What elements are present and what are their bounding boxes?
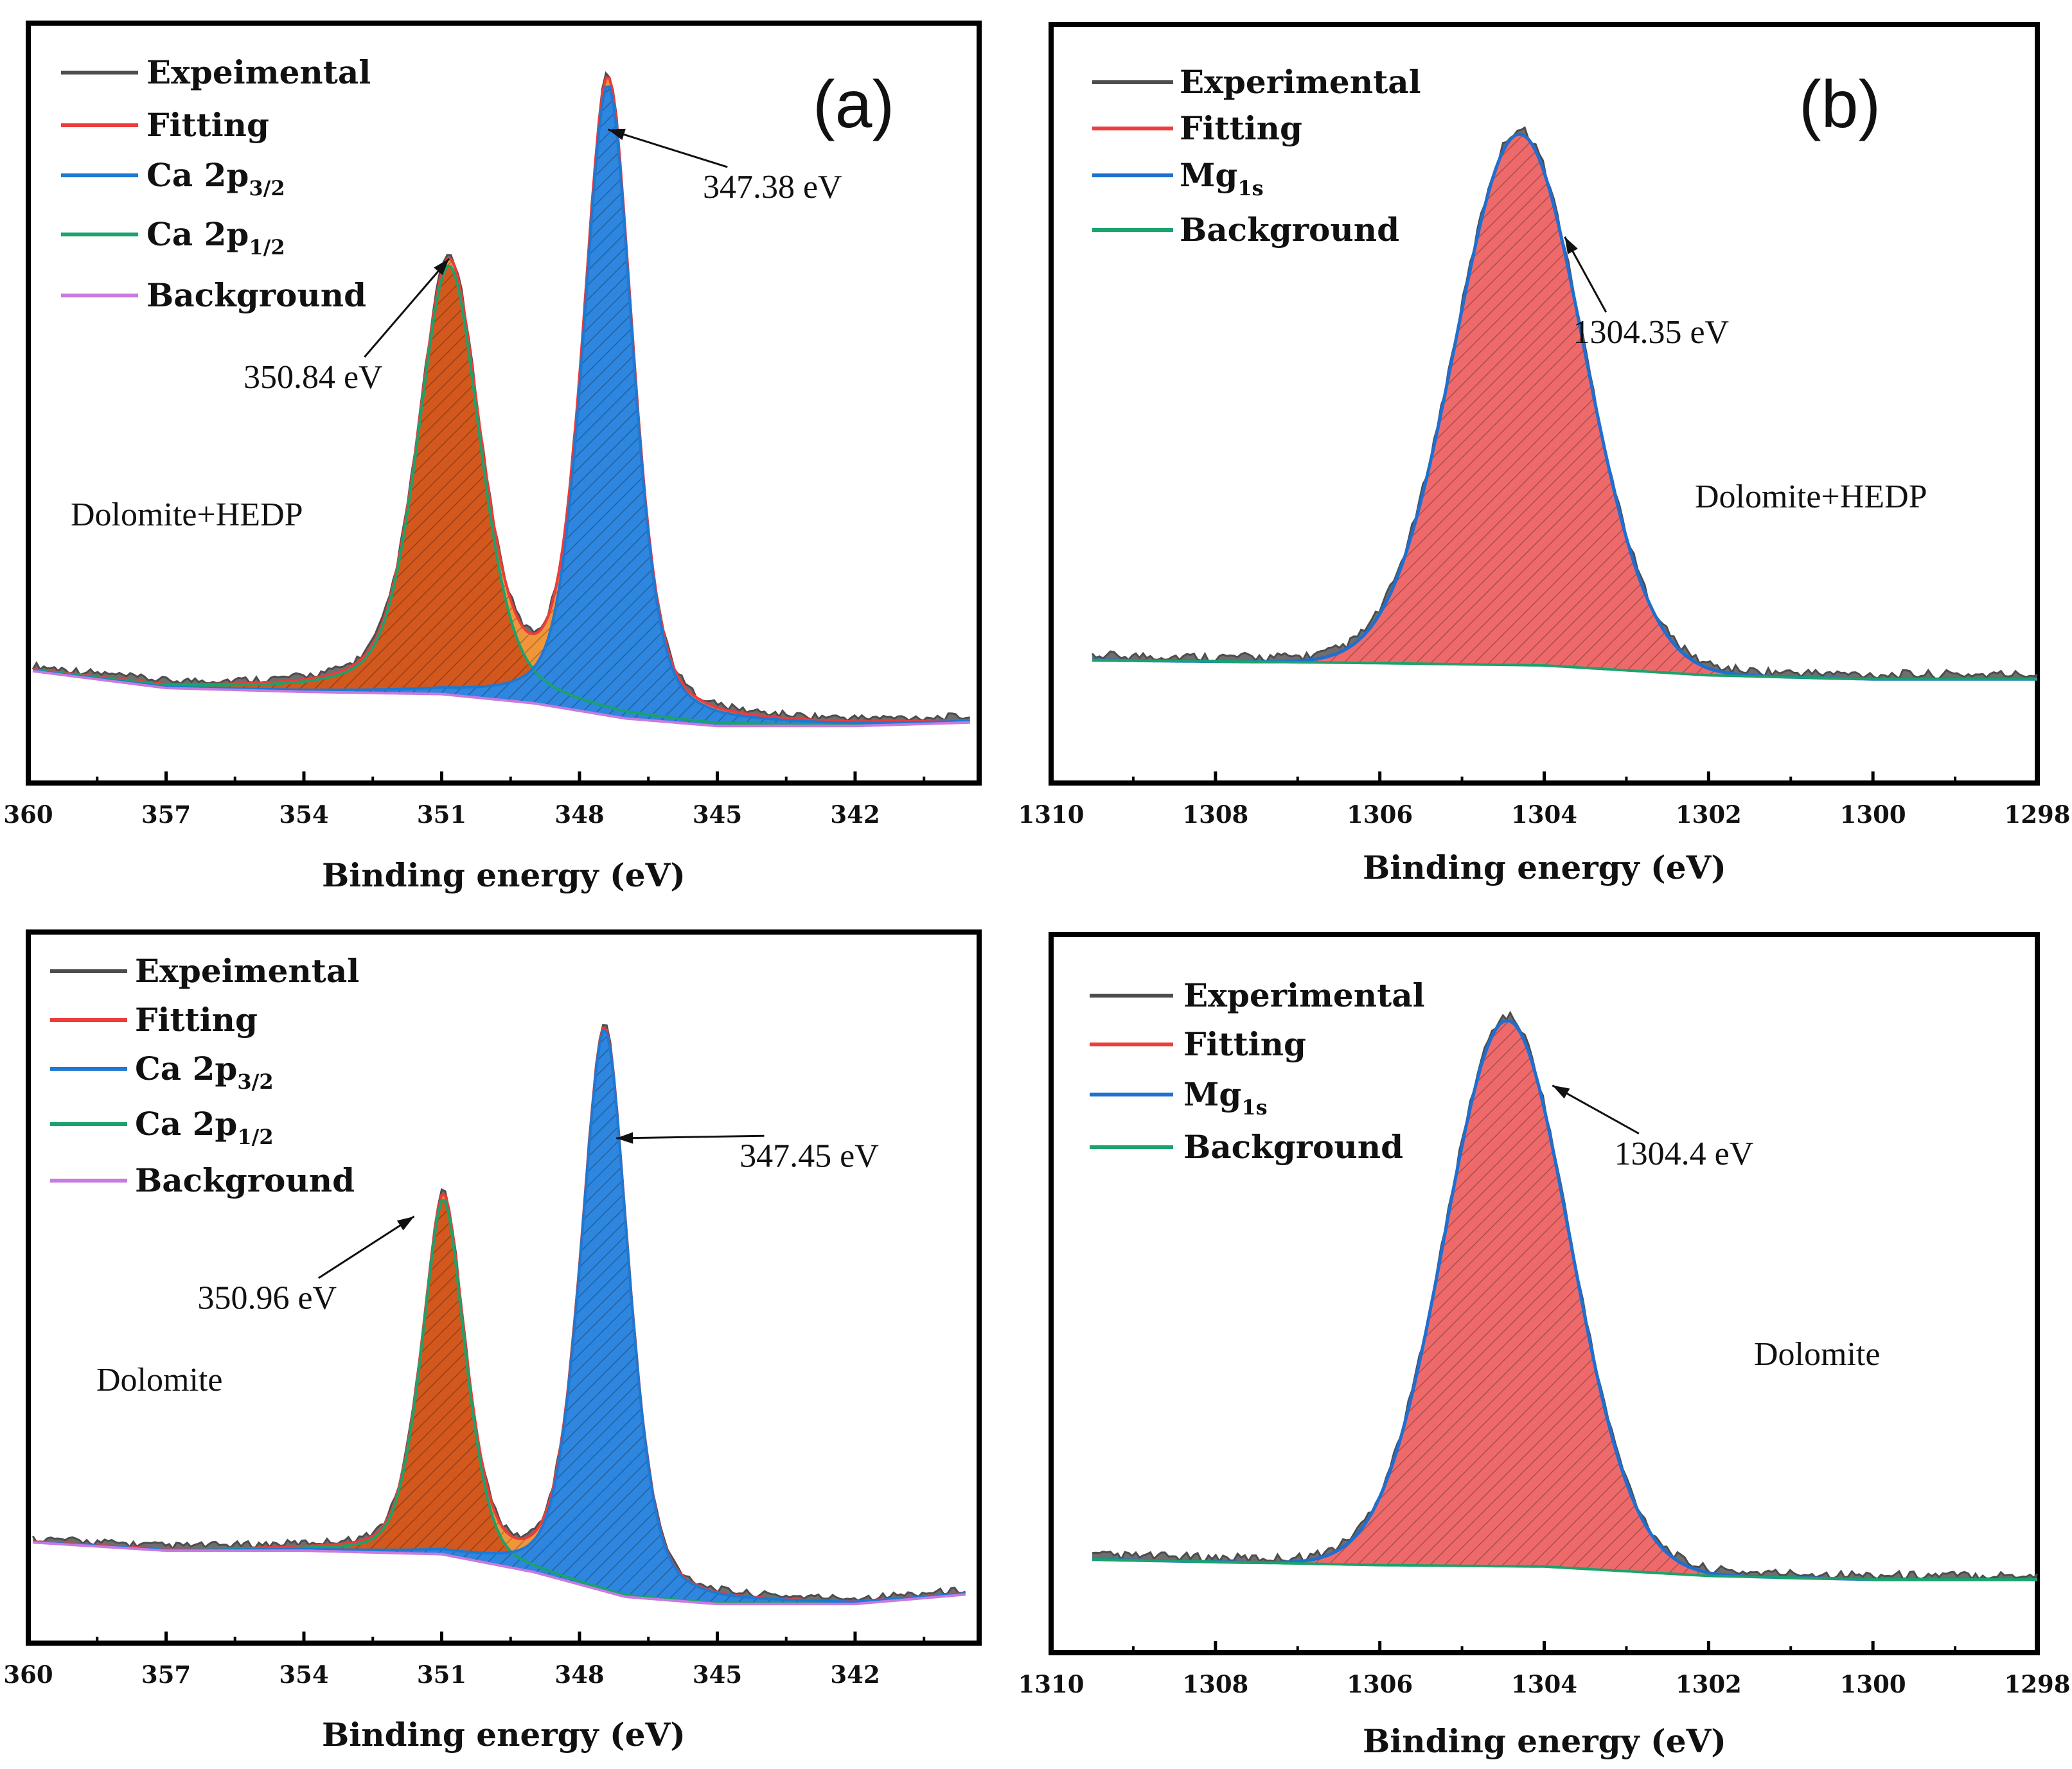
legend-experimental: Experimental (1183, 976, 1425, 1014)
legend-ca32: Ca 2p3/2 (146, 156, 285, 200)
background-line (32, 669, 970, 728)
peak-annotation: 1304.35 eV (1573, 314, 1729, 351)
panel-ca-dolomite: 360 357 354 351 348 345 342 Binding energy (eV… (3, 929, 982, 1754)
annotation-arrow-line (364, 258, 450, 358)
sample-label: Dolomite+HEDP (1695, 479, 1927, 515)
x-tick-label: 360 (3, 1660, 53, 1689)
x-tick-label: 1298 (2005, 800, 2071, 829)
x-axis-label: Binding energy (eV) (1363, 1722, 1726, 1760)
hatch-overlay (1092, 1020, 2037, 1580)
annotation-arrow-line (317, 1215, 415, 1279)
ca-2p12-line (32, 265, 970, 726)
peak-annotation: 347.38 eV (703, 169, 842, 206)
legend-ca12: Ca 2p1/2 (135, 1105, 274, 1149)
x-tick-label: 1310 (1018, 1670, 1085, 1698)
x-tick-label: 1308 (1182, 800, 1248, 829)
x-tick-label: 354 (279, 1660, 328, 1689)
peak-annotation: 347.45 eV (739, 1138, 879, 1174)
legend-ca12: Ca 2p1/2 (146, 215, 285, 260)
annotation-arrow-head (616, 1132, 633, 1144)
legend-background: Background (1183, 1128, 1403, 1166)
x-tick-label: 1302 (1676, 1670, 1742, 1698)
x-tick-label: 348 (554, 1660, 604, 1689)
x-tick-label: 1306 (1347, 800, 1413, 829)
panel-mg-hedp: 1310 1308 1306 1304 1302 1300 1298 Binding ene… (1018, 22, 2071, 886)
sample-label: Dolomite+HEDP (71, 497, 303, 533)
hatch-overlay (1092, 134, 2037, 680)
x-axis: 360 357 354 351 348 345 342 (3, 1632, 926, 1689)
legend-background: Background (146, 276, 366, 314)
x-tick-label: 345 (693, 800, 742, 829)
legend-background: Background (1180, 211, 1399, 249)
x-axis-label: Binding energy (eV) (322, 856, 686, 894)
x-tick-label: 342 (830, 800, 880, 829)
sample-label: Dolomite (96, 1362, 222, 1398)
legend: Expeimental Fitting Ca 2p3/2 Ca 2p1/2 Ba… (61, 53, 371, 314)
legend-experimental: Experimental (1180, 63, 1421, 101)
x-tick-label: 1304 (1511, 1670, 1577, 1698)
x-tick-label: 342 (830, 1660, 880, 1689)
legend-experimental: Expeimental (146, 53, 371, 91)
legend: Experimental Fitting Mg1s Background (1090, 976, 1425, 1166)
annotation-arrow-head (434, 258, 449, 276)
plot-frame (26, 21, 982, 786)
background-line (32, 1541, 966, 1606)
legend: Experimental Fitting Mg1s Background (1092, 63, 1421, 249)
background-line (1092, 1558, 2037, 1581)
x-tick-label: 348 (554, 800, 604, 829)
legend-background: Background (135, 1161, 355, 1199)
legend-fitting: Fitting (146, 106, 269, 144)
x-axis: 1310 1308 1306 1304 1302 1300 1298 (1018, 771, 2071, 829)
x-tick-label: 1298 (2005, 1670, 2071, 1698)
panel-mg-dolomite: 1310 1308 1306 1304 1302 1300 1298 Binding ene… (1018, 932, 2071, 1760)
annotation-arrow-line (607, 128, 728, 168)
x-tick-label: 351 (417, 800, 466, 829)
hatch-overlay (33, 78, 970, 726)
x-tick-label: 345 (693, 1660, 742, 1689)
annotation-arrow-head (396, 1216, 414, 1231)
legend-experimental: Expeimental (135, 952, 359, 990)
panel-label: (b) (1799, 67, 1881, 142)
panel-ca-hedp: 360 357 354 351 348 345 342 Binding energy (eV… (3, 21, 982, 894)
annotation-arrow-head (608, 128, 626, 140)
annotation-arrow-head (1552, 1085, 1570, 1099)
x-axis-label: Binding energy (eV) (1363, 849, 1726, 886)
legend-mg: Mg1s (1183, 1075, 1268, 1120)
peak-annotation: 350.96 eV (197, 1280, 337, 1317)
annotation-arrow-head (1564, 236, 1578, 254)
sample-label: Dolomite (1754, 1336, 1880, 1373)
legend-fitting: Fitting (1183, 1025, 1306, 1063)
x-tick-label: 360 (3, 800, 53, 829)
background-line (1092, 658, 2037, 681)
x-axis: 1310 1308 1306 1304 1302 1300 1298 (1018, 1641, 2071, 1698)
panel-label: (a) (813, 67, 894, 142)
peak-annotation: 1304.4 eV (1615, 1136, 1754, 1172)
x-tick-label: 357 (141, 1660, 191, 1689)
x-tick-label: 1308 (1182, 1670, 1248, 1698)
peak-annotation: 350.84 eV (244, 359, 383, 396)
annotation-arrow-line (616, 1134, 765, 1140)
x-tick-label: 1306 (1347, 1670, 1413, 1698)
x-tick-label: 1300 (1840, 1670, 1906, 1698)
x-tick-label: 1310 (1018, 800, 1085, 829)
x-tick-label: 354 (279, 800, 328, 829)
x-tick-label: 351 (417, 1660, 466, 1689)
x-axis: 360 357 354 351 348 345 342 (3, 771, 926, 829)
legend-fitting: Fitting (1180, 109, 1302, 147)
legend-ca32: Ca 2p3/2 (135, 1050, 274, 1094)
x-tick-label: 357 (141, 800, 191, 829)
legend: Expeimental Fitting Ca 2p3/2 Ca 2p1/2 Ba… (50, 952, 359, 1199)
legend-mg: Mg1s (1180, 156, 1264, 200)
legend-fitting: Fitting (135, 1001, 258, 1039)
plot-frame (26, 929, 982, 1646)
x-tick-label: 1302 (1676, 800, 1742, 829)
x-tick-label: 1304 (1511, 800, 1577, 829)
x-tick-label: 1300 (1840, 800, 1906, 829)
x-axis-label: Binding energy (eV) (322, 1716, 686, 1754)
